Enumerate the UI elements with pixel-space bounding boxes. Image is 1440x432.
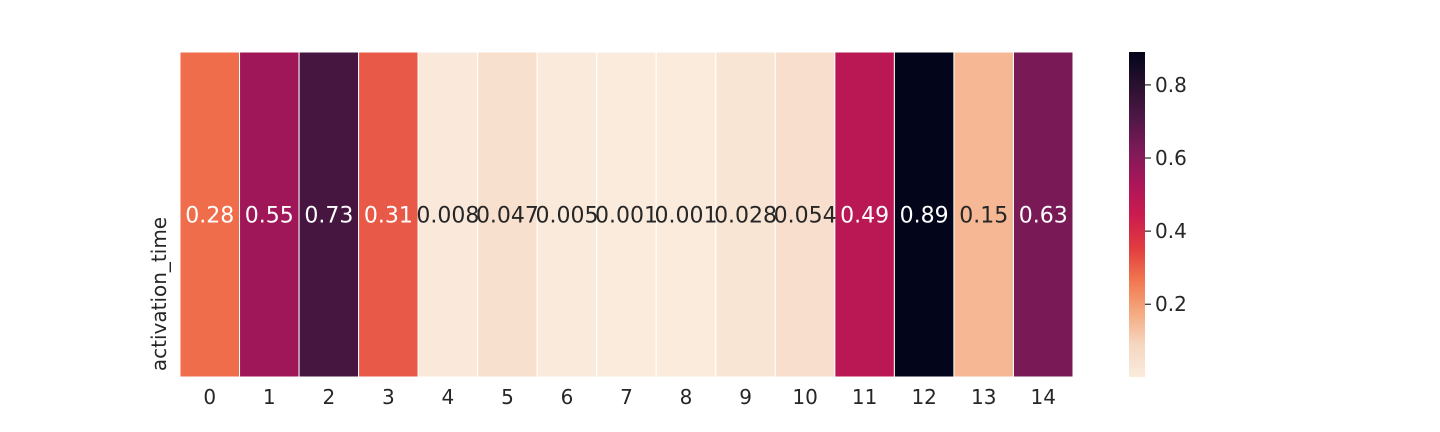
colorbar: 0.2 0.4 0.6 0.8 xyxy=(1129,52,1187,377)
heatmap-cell xyxy=(596,51,657,378)
cell-value-label: 0.001 xyxy=(655,204,718,229)
cell-value-label: 0.28 xyxy=(185,204,234,229)
heatmap-cell xyxy=(477,51,538,378)
cell-value-label: 0.55 xyxy=(245,204,294,229)
x-tick-label: 8 xyxy=(680,385,693,409)
cell-value-label: 0.054 xyxy=(774,204,837,229)
x-tick-label: 3 xyxy=(382,385,395,409)
colorbar-tick-label: 0.4 xyxy=(1155,219,1187,243)
colorbar-ticks: 0.2 0.4 0.6 0.8 xyxy=(1145,73,1187,316)
heatmap-cell xyxy=(417,51,479,378)
heatmap-cell xyxy=(893,51,955,378)
cell-value-label: 0.31 xyxy=(364,204,413,229)
x-tick-label: 14 xyxy=(1031,385,1056,409)
cell-value-label: 0.028 xyxy=(714,204,777,229)
cell-value-label: 0.008 xyxy=(416,204,479,229)
heatmap-cell xyxy=(358,51,419,378)
cell-value-label: 0.005 xyxy=(535,204,598,229)
x-tick-label: 10 xyxy=(792,385,817,409)
x-tick-label: 13 xyxy=(971,385,996,409)
cell-value-label: 0.001 xyxy=(595,204,658,229)
colorbar-tick-label: 0.6 xyxy=(1155,146,1187,170)
x-tick-label: 2 xyxy=(322,385,335,409)
heatmap-cells xyxy=(179,51,1074,378)
x-tick-labels: 0 1 2 3 4 5 6 7 8 9 10 11 12 13 14 xyxy=(203,385,1056,409)
x-tick-label: 12 xyxy=(911,385,936,409)
x-tick-label: 5 xyxy=(501,385,514,409)
heatmap-cell xyxy=(298,51,360,378)
x-tick-label: 6 xyxy=(561,385,574,409)
heatmap-cell xyxy=(1012,51,1074,378)
heatmap-cell xyxy=(179,51,241,378)
cell-value-label: 0.73 xyxy=(304,204,353,229)
x-tick-label: 9 xyxy=(739,385,752,409)
x-tick-label: 4 xyxy=(442,385,455,409)
cell-value-label: 0.89 xyxy=(900,204,949,229)
cell-value-label: 0.49 xyxy=(840,204,889,229)
x-tick-label: 7 xyxy=(620,385,633,409)
heatmap-cell xyxy=(536,51,598,378)
x-tick-label: 0 xyxy=(203,385,216,409)
heatmap-cell xyxy=(655,51,717,378)
y-axis-label: activation_time xyxy=(147,217,171,371)
cell-value-label: 0.63 xyxy=(1019,204,1068,229)
heatmap-cell xyxy=(953,51,1014,378)
cell-value-label: 0.047 xyxy=(476,204,539,229)
heatmap-cell xyxy=(715,51,776,378)
heatmap-cell xyxy=(834,51,895,378)
x-tick-label: 11 xyxy=(852,385,877,409)
colorbar-tick-label: 0.8 xyxy=(1155,73,1187,97)
cell-value-label: 0.15 xyxy=(959,204,1008,229)
colorbar-gradient xyxy=(1129,52,1145,377)
heatmap-cell xyxy=(239,51,300,378)
heatmap-cell-labels: 0.28 0.55 0.73 0.31 0.0080.0470.0050.0010.00… xyxy=(185,204,1067,229)
x-tick-label: 1 xyxy=(263,385,276,409)
colorbar-tick-label: 0.2 xyxy=(1155,292,1187,316)
